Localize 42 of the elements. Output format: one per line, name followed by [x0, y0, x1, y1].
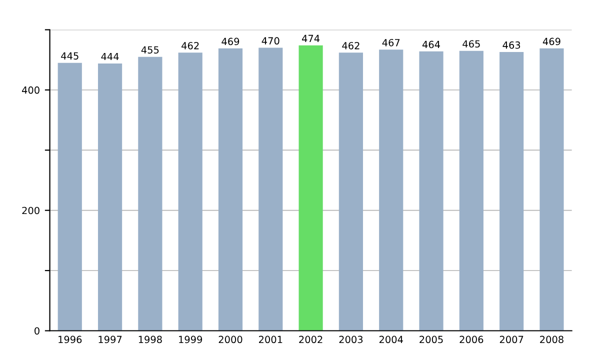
data-label: 463 — [502, 41, 520, 49]
bar — [500, 52, 524, 331]
y-tick-label: 0 — [34, 327, 40, 335]
data-label: 467 — [382, 38, 400, 46]
data-label: 445 — [61, 52, 78, 60]
x-tick-label: 2000 — [218, 336, 242, 344]
data-label: 469 — [542, 38, 560, 46]
data-label: 470 — [262, 37, 280, 45]
bar — [138, 56, 162, 331]
bar — [218, 48, 243, 331]
data-label: 465 — [462, 40, 480, 48]
bar — [298, 45, 323, 331]
data-label: 462 — [342, 42, 360, 50]
y-tick-label: 400 — [22, 86, 40, 94]
bar — [98, 63, 122, 331]
bar — [459, 50, 484, 331]
x-tick-label: 1999 — [179, 336, 202, 344]
bar — [338, 52, 363, 331]
x-tick-label: 1997 — [98, 336, 122, 344]
x-tick-label: 2002 — [299, 336, 322, 344]
data-label: 444 — [101, 52, 119, 60]
x-tick-label: 1996 — [58, 336, 82, 344]
x-tick-label: 1998 — [138, 336, 162, 344]
bar — [58, 62, 82, 331]
x-tick-label: 2005 — [420, 336, 443, 344]
bar — [379, 50, 404, 331]
bar — [258, 48, 283, 331]
data-label: 469 — [222, 38, 240, 46]
y-tick-label: 200 — [22, 206, 40, 214]
data-label: 455 — [141, 46, 159, 54]
data-label: 462 — [182, 42, 199, 50]
bar — [419, 51, 444, 331]
x-tick-label: 2004 — [379, 336, 403, 344]
x-tick-label: 2007 — [500, 336, 524, 344]
x-tick-label: 2001 — [258, 336, 282, 344]
x-tick-label: 2003 — [339, 336, 363, 344]
data-label: 474 — [302, 34, 320, 42]
x-tick-label: 2006 — [460, 336, 484, 344]
data-label: 464 — [422, 40, 440, 48]
bar — [540, 48, 564, 331]
x-tick-label: 2008 — [540, 336, 564, 344]
bar — [178, 52, 202, 331]
